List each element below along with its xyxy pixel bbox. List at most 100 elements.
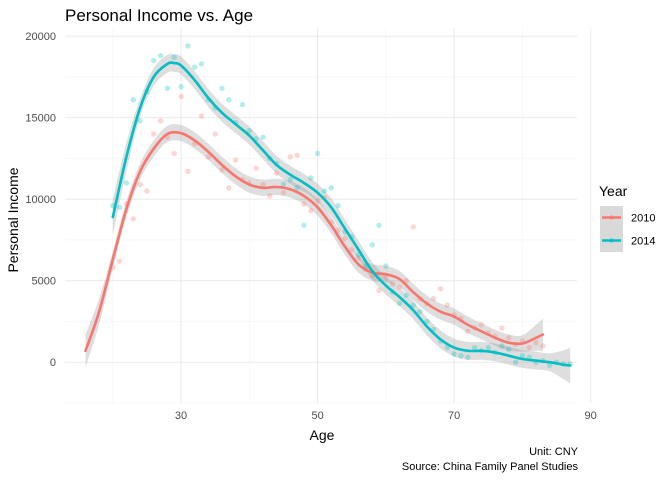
scatter-point-2010	[205, 154, 212, 160]
x-tick-label: 70	[448, 410, 460, 422]
caption-unit: Unit: CNY	[529, 446, 579, 458]
scatter-point-2014	[314, 150, 321, 157]
scatter-point-2014	[157, 53, 164, 59]
scatter-point-2010	[280, 190, 287, 196]
scatter-point-2014	[383, 263, 389, 269]
scatter-point-2014	[178, 84, 184, 90]
scatter-point-2014	[396, 300, 403, 307]
smooth-line-2014	[111, 61, 572, 367]
scatter-point-2010	[212, 131, 218, 137]
legend: Year 2010 2014	[599, 183, 655, 252]
x-tick-label: 90	[585, 410, 597, 422]
scatter-point-2010	[144, 188, 150, 194]
legend-label-2014: 2014	[631, 236, 655, 248]
scatter-point-2010	[478, 322, 485, 328]
scatter-point-2014	[294, 185, 300, 191]
scatter-point-2014	[164, 85, 171, 92]
scatter-point-2014	[547, 362, 553, 369]
scatter-point-2010	[226, 185, 232, 191]
legend-key-point-2014	[609, 238, 614, 243]
scatter-point-2010	[533, 340, 539, 346]
scatter-point-2014	[458, 353, 464, 359]
scatter-point-2014	[226, 97, 232, 103]
scatter-point-2014	[308, 175, 314, 181]
scatter-points	[110, 43, 573, 369]
scatter-point-2010	[349, 247, 355, 253]
scatter-point-2014	[376, 222, 382, 228]
scatter-point-2014	[123, 180, 130, 186]
x-axis-title: Age	[310, 427, 335, 443]
scatter-point-2014	[328, 185, 334, 191]
scatter-point-2010	[185, 168, 191, 175]
scatter-point-2010	[178, 93, 184, 100]
scatter-point-2014	[171, 54, 177, 60]
scatter-point-2010	[410, 224, 416, 230]
scatter-point-2014	[198, 61, 205, 67]
scatter-point-2014	[116, 204, 123, 210]
scatter-point-2010	[499, 325, 505, 331]
y-tick-label: 15000	[25, 113, 56, 125]
scatter-point-2010	[116, 258, 123, 264]
scatter-point-2010	[526, 344, 532, 351]
scatter-point-2010	[465, 328, 471, 334]
scatter-point-2010	[273, 170, 280, 176]
y-tick-label: 5000	[32, 276, 56, 288]
scatter-point-2014	[512, 359, 519, 365]
smooth-line-2010	[84, 130, 545, 353]
scatter-point-2010	[287, 154, 293, 160]
scatter-point-2014	[219, 85, 225, 92]
scatter-point-2014	[130, 97, 136, 103]
scatter-point-2014	[246, 128, 252, 134]
scatter-point-2010	[308, 207, 314, 214]
smooth-lines	[84, 61, 572, 367]
scatter-point-2010	[267, 193, 273, 199]
y-axis-title: Personal Income	[5, 167, 21, 272]
scatter-point-2014	[506, 346, 512, 352]
scatter-point-2014	[417, 309, 423, 315]
scatter-point-2010	[437, 286, 444, 292]
scatter-point-2014	[465, 354, 471, 360]
scatter-point-2010	[137, 181, 143, 188]
scatter-point-2010	[130, 216, 136, 222]
minor-gridlines	[65, 28, 577, 404]
scatter-point-2010	[390, 281, 396, 287]
scatter-point-2014	[321, 188, 328, 194]
scatter-point-2010	[342, 235, 348, 241]
scatter-point-2014	[280, 181, 287, 188]
scatter-point-2010	[355, 255, 362, 261]
scatter-point-2010	[151, 131, 157, 137]
scatter-point-2014	[192, 64, 198, 70]
scatter-point-2010	[314, 198, 321, 204]
scatter-point-2014	[499, 343, 505, 349]
scatter-point-2014	[185, 43, 191, 49]
scatter-point-2014	[451, 351, 457, 357]
scatter-point-2010	[157, 118, 164, 124]
scatter-point-2010	[233, 157, 239, 163]
scatter-point-2014	[424, 318, 430, 325]
scatter-point-2010	[376, 287, 382, 294]
x-tick-label: 30	[175, 410, 187, 422]
chart-title: Personal Income vs. Age	[65, 6, 253, 25]
scatter-point-2014	[369, 242, 375, 248]
scatter-point-2010	[260, 181, 266, 188]
scatter-point-2010	[301, 201, 307, 207]
scatter-point-2010	[294, 152, 300, 158]
y-tick-label: 10000	[25, 194, 56, 206]
legend-label-2010: 2010	[631, 213, 655, 225]
scatter-point-2014	[151, 57, 157, 64]
scatter-point-2014	[410, 302, 416, 308]
scatter-point-2010	[253, 165, 259, 171]
scatter-point-2010	[540, 343, 546, 349]
major-gridlines	[65, 28, 592, 403]
y-tick-label: 0	[50, 357, 56, 369]
confidence-band-2010	[85, 124, 543, 368]
y-axis-ticks: 0 5000 10000 15000 20000	[25, 31, 56, 369]
scatter-point-2014	[403, 292, 409, 299]
scatter-point-2014	[287, 176, 293, 183]
confidence-bands	[85, 53, 571, 384]
x-tick-label: 50	[311, 410, 323, 422]
x-axis-ticks: 30 50 70 90	[175, 410, 597, 422]
scatter-point-2014	[519, 353, 526, 359]
scatter-point-2010	[383, 274, 389, 281]
scatter-point-2014	[239, 101, 246, 108]
